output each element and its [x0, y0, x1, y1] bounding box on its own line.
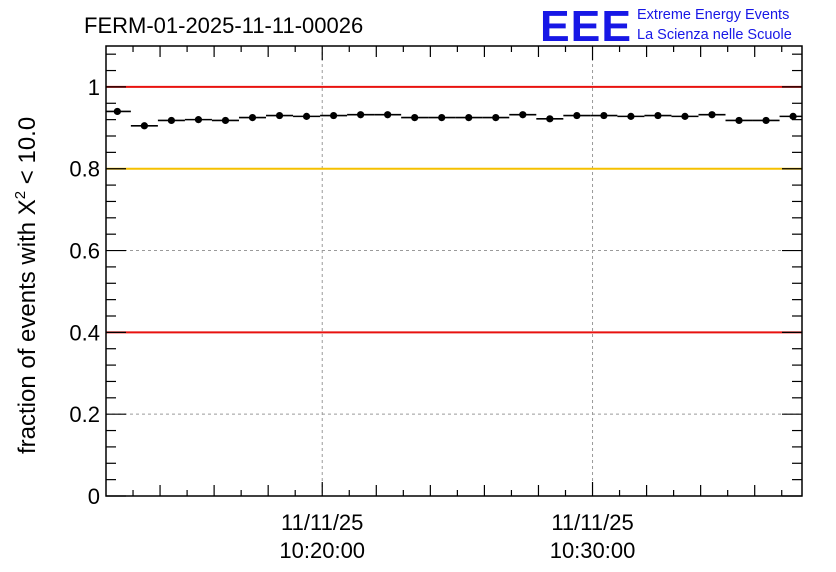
plot-frame	[105, 45, 803, 497]
data-point	[708, 111, 716, 119]
x-tick-label-time: 10:30:00	[550, 538, 636, 563]
data-point	[573, 111, 581, 120]
data-point	[275, 111, 284, 120]
y-tick-labels: 0 0.2 0.4 0.6 0.8 1	[69, 75, 100, 509]
data-point	[167, 116, 176, 125]
data-point	[329, 111, 338, 120]
y-tick-label: 0.2	[69, 402, 100, 427]
data-point	[627, 112, 635, 120]
eee-logo: EEE Extreme Energy Events La Scienza nel…	[540, 2, 792, 51]
data-point	[438, 113, 446, 122]
y-axis-label-sup: 2	[12, 191, 29, 199]
data-point	[762, 116, 770, 125]
grid-lines	[106, 46, 802, 496]
data-point	[140, 122, 148, 130]
data-point	[248, 113, 257, 122]
x-tick-label-date: 11/11/25	[551, 510, 633, 535]
x-tick-label-date: 11/11/25	[281, 510, 363, 535]
y-axis-label-tail: < 10.0	[14, 117, 41, 191]
data-point	[302, 112, 311, 120]
data-point	[357, 111, 365, 119]
chart-title: FERM-01-2025-11-11-00026	[84, 13, 363, 38]
y-tick-label: 1	[88, 75, 100, 100]
data-point	[654, 111, 662, 120]
y-tick-label: 0.6	[69, 239, 100, 264]
data-point	[600, 111, 608, 120]
data-point	[546, 115, 554, 123]
y-axis-label-main: fraction of events with X	[14, 199, 41, 454]
data-point	[384, 111, 392, 119]
y-tick-label: 0	[88, 484, 100, 509]
data-point	[492, 113, 500, 122]
y-tick-label: 0.4	[69, 320, 100, 345]
threshold-lines	[106, 85, 802, 334]
y-axis-label: fraction of events with X2 < 10.0	[12, 117, 41, 454]
data-point	[113, 107, 121, 116]
logo-line-1: Extreme Energy Events	[637, 7, 789, 23]
y-tick-label: 0.8	[69, 157, 100, 182]
data-point	[519, 111, 527, 119]
data-point	[789, 112, 797, 120]
data-point	[221, 116, 230, 125]
logo-line-2: La Scienza nelle Scuole	[637, 27, 792, 43]
data-point	[465, 113, 473, 122]
axis-ticks	[106, 46, 802, 497]
data-point	[411, 113, 419, 122]
data-points	[106, 107, 802, 130]
x-tick-label-time: 10:20:00	[279, 538, 365, 563]
data-point	[194, 116, 203, 124]
x-tick-labels: 11/11/25 10:20:00 11/11/25 10:30:00	[279, 510, 635, 563]
logo-mark: EEE	[540, 2, 632, 51]
data-point	[681, 112, 689, 120]
data-point	[735, 116, 743, 125]
